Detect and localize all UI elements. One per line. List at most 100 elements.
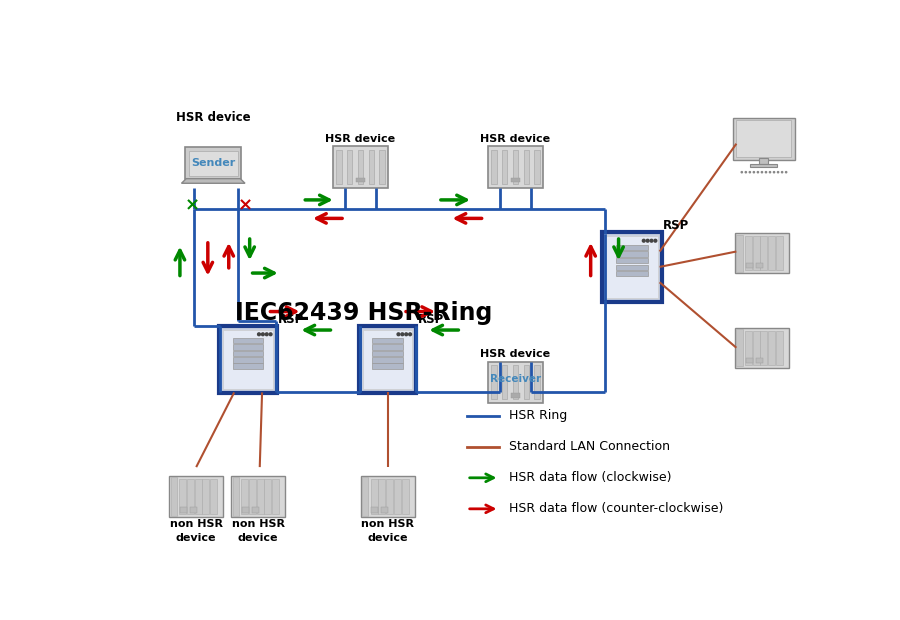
Circle shape	[646, 239, 649, 242]
Text: IEC62439 HSR-Ring: IEC62439 HSR-Ring	[235, 301, 492, 325]
Bar	[769, 236, 775, 270]
Bar	[194, 479, 202, 514]
Bar	[401, 479, 409, 514]
Bar	[373, 351, 403, 356]
Bar	[380, 150, 385, 184]
FancyBboxPatch shape	[185, 148, 241, 179]
Circle shape	[749, 172, 751, 173]
Bar	[187, 479, 194, 514]
Text: RSP: RSP	[278, 313, 304, 326]
Bar	[249, 479, 256, 514]
Text: device: device	[367, 533, 408, 543]
FancyBboxPatch shape	[231, 476, 285, 517]
Bar	[760, 331, 768, 365]
Bar	[356, 177, 365, 182]
FancyBboxPatch shape	[189, 151, 238, 176]
Bar	[746, 358, 752, 363]
Circle shape	[654, 239, 657, 242]
Bar	[368, 150, 374, 184]
Bar	[233, 344, 264, 350]
Bar	[373, 357, 403, 363]
Bar	[511, 177, 520, 182]
Text: RSP: RSP	[418, 313, 444, 326]
Bar	[256, 479, 264, 514]
FancyBboxPatch shape	[488, 361, 544, 403]
Text: HSR device: HSR device	[481, 349, 551, 360]
Bar	[171, 477, 176, 516]
Circle shape	[773, 172, 775, 173]
Bar	[760, 236, 768, 270]
Bar	[386, 479, 393, 514]
Bar	[752, 236, 760, 270]
Bar	[616, 271, 648, 277]
Text: RSP: RSP	[663, 219, 689, 232]
Text: HSR device: HSR device	[481, 134, 551, 144]
Bar	[491, 150, 497, 184]
FancyBboxPatch shape	[359, 326, 417, 393]
Bar	[535, 150, 540, 184]
Bar	[535, 365, 540, 399]
Bar	[233, 338, 264, 343]
Circle shape	[765, 172, 767, 173]
Bar	[776, 236, 783, 270]
Circle shape	[266, 333, 268, 335]
Circle shape	[257, 333, 260, 335]
FancyBboxPatch shape	[363, 330, 412, 389]
Bar	[746, 263, 752, 268]
Text: ×: ×	[238, 197, 254, 215]
Bar	[616, 265, 648, 270]
Bar	[373, 363, 403, 368]
Text: HSR data flow (counter-clockwise): HSR data flow (counter-clockwise)	[508, 502, 723, 515]
FancyBboxPatch shape	[602, 232, 662, 301]
Bar	[513, 150, 518, 184]
Bar	[378, 479, 385, 514]
Circle shape	[269, 333, 272, 335]
FancyBboxPatch shape	[488, 146, 544, 188]
Circle shape	[401, 333, 404, 335]
Circle shape	[650, 239, 652, 242]
Bar	[233, 351, 264, 356]
Bar	[745, 331, 751, 365]
FancyBboxPatch shape	[223, 330, 273, 389]
Text: ×: ×	[184, 197, 200, 215]
FancyBboxPatch shape	[606, 236, 658, 298]
Bar	[501, 150, 508, 184]
Bar	[373, 344, 403, 350]
Bar	[211, 479, 217, 514]
Bar	[524, 150, 529, 184]
Text: non HSR: non HSR	[231, 520, 284, 529]
Circle shape	[781, 172, 783, 173]
Bar	[373, 338, 403, 343]
Text: HSR data flow (clockwise): HSR data flow (clockwise)	[508, 471, 671, 484]
Circle shape	[757, 172, 759, 173]
Bar	[616, 244, 648, 250]
Text: Standard LAN Connection: Standard LAN Connection	[508, 440, 670, 453]
Bar	[733, 118, 795, 160]
Bar	[336, 150, 341, 184]
Circle shape	[643, 239, 645, 242]
Bar	[616, 251, 648, 257]
Bar	[745, 236, 751, 270]
Circle shape	[745, 172, 746, 173]
Bar	[394, 479, 400, 514]
Text: Sender: Sender	[191, 159, 236, 169]
Text: non HSR: non HSR	[361, 520, 414, 529]
Bar	[357, 150, 364, 184]
Bar	[252, 507, 259, 513]
Bar	[180, 507, 187, 513]
Bar	[371, 479, 377, 514]
Bar	[736, 329, 742, 366]
Bar	[756, 358, 762, 363]
Circle shape	[786, 172, 787, 173]
Bar	[202, 479, 210, 514]
Text: device: device	[176, 533, 216, 543]
Text: non HSR: non HSR	[170, 520, 222, 529]
Bar	[759, 158, 768, 164]
Bar	[736, 234, 742, 272]
Bar	[265, 479, 272, 514]
Text: device: device	[238, 533, 278, 543]
Polygon shape	[182, 179, 245, 184]
FancyBboxPatch shape	[333, 146, 389, 188]
Bar	[501, 365, 508, 399]
Circle shape	[761, 172, 762, 173]
